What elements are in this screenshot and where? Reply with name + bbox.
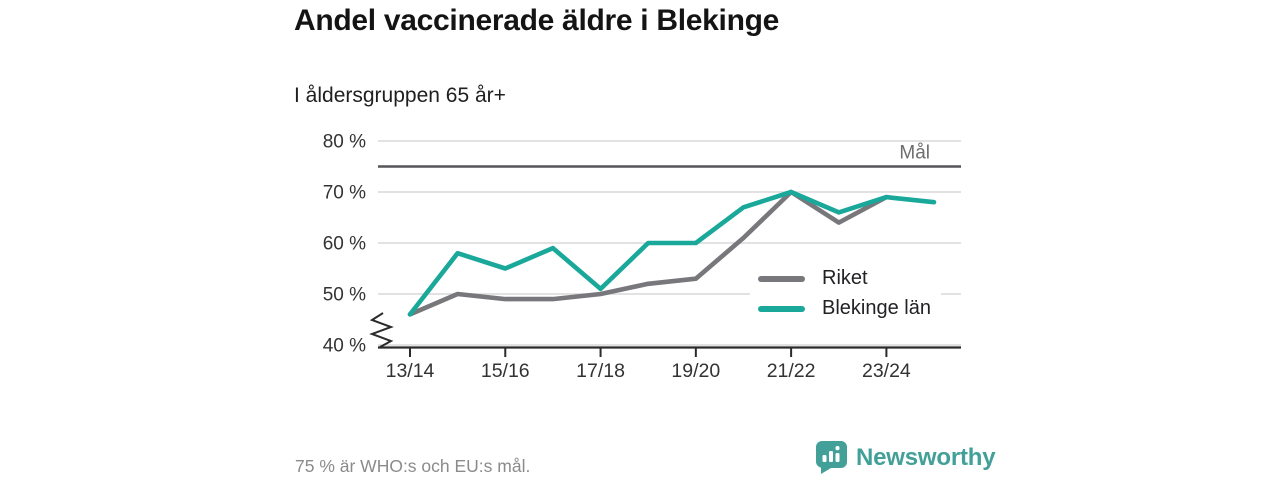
x-tick-label-17/18: 17/18 (576, 360, 625, 382)
x-tick-label-13/14: 13/14 (386, 360, 435, 382)
series-line-riket (407, 189, 889, 317)
y-tick-label-80: 80 % (323, 132, 366, 153)
x-tick-label-21/22: 21/22 (767, 360, 816, 382)
legend-label-riket: Riket (822, 267, 868, 289)
y-tick-label-40: 40 % (323, 336, 366, 357)
line-chart-plot: 40 % 50 % 60 % 70 % 80 % Mål 13/14 15/16 17/18 19… (323, 132, 961, 382)
target-line-label: Mål (899, 143, 930, 164)
chart-subtitle: I åldersgruppen 65 år+ (294, 84, 506, 107)
blekinge-line-swatch (758, 305, 805, 312)
series-line-blekinge-län (407, 189, 937, 317)
footnote: 75 % är WHO:s och EU:s mål. (295, 456, 531, 476)
axis-break-icon (369, 312, 394, 348)
x-tick-label-23/24: 23/24 (862, 360, 911, 382)
legend-item-riket: Riket (758, 267, 931, 289)
brand-name: Newsworthy (856, 444, 996, 471)
x-tick-label-15/16: 15/16 (481, 360, 530, 382)
legend-label-blekinge: Blekinge län (822, 297, 931, 319)
chart-legend: Riket Blekinge län (750, 264, 941, 325)
y-tick-label-70: 70 % (323, 183, 366, 204)
x-tick-label-19/20: 19/20 (671, 360, 720, 382)
y-tick-label-50: 50 % (323, 285, 366, 306)
newsworthy-icon (816, 441, 847, 474)
legend-item-blekinge: Blekinge län (758, 297, 931, 319)
riket-line-swatch (758, 275, 805, 282)
y-tick-label-60: 60 % (323, 234, 366, 255)
chart-title: Andel vaccinerade äldre i Blekinge (294, 4, 780, 37)
brand-logo: Newsworthy (816, 441, 996, 475)
